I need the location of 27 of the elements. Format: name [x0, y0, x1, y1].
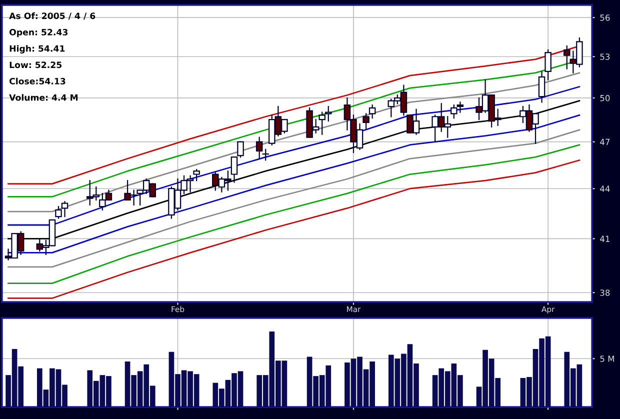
candlestick: [564, 45, 570, 70]
candlestick: [193, 168, 200, 182]
candlestick: [538, 70, 546, 103]
y-tick-label: 53: [600, 54, 610, 60]
annotation: Open: 52.43: [10, 28, 68, 38]
line-series: [8, 114, 580, 254]
y-tick-label: 38: [600, 290, 610, 296]
annotation: Low: 52.25: [10, 62, 62, 68]
y-tick-label: 41: [600, 236, 610, 242]
annotation: Volume: 4.4 M: [9, 94, 78, 101]
candlestick: [262, 148, 269, 161]
line-series: [8, 86, 580, 226]
y-tick-label: 5 M: [600, 356, 614, 362]
candlestick: [544, 49, 552, 80]
annotation: As Of: 2005 / 4 / 6: [9, 12, 96, 20]
y-tick-label: 44: [600, 186, 610, 192]
y-tick-label: 47: [600, 138, 610, 145]
annotation: Close:54.13: [10, 78, 66, 84]
y-tick-label: 50: [600, 94, 610, 102]
line-series: [8, 100, 580, 240]
line-series: [8, 159, 580, 299]
line-series: [8, 144, 580, 284]
line-series: [8, 72, 580, 212]
y-tick-label: 56: [600, 14, 610, 21]
candlestick: [256, 136, 263, 160]
line-series: [8, 129, 580, 268]
annotation: High: 54.41: [10, 45, 65, 54]
